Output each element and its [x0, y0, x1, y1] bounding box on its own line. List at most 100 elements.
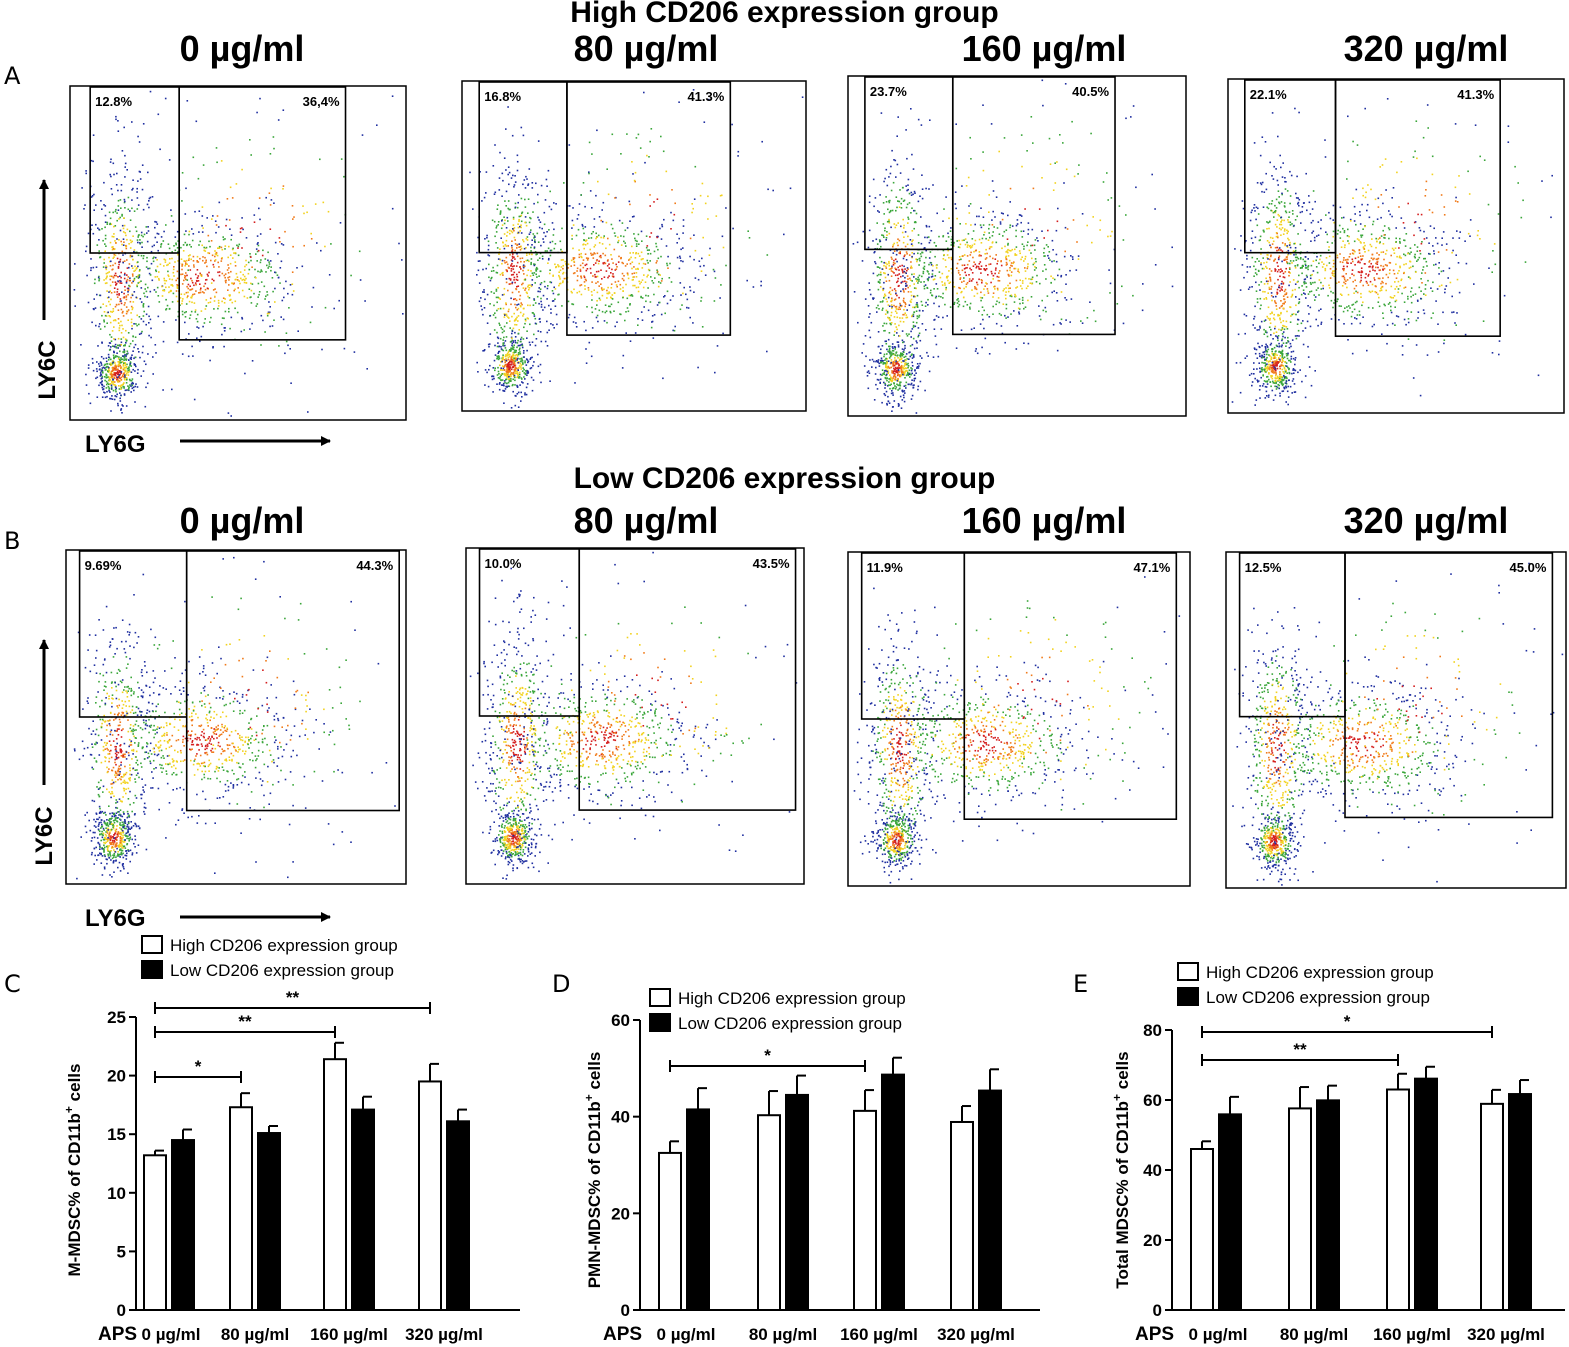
- significance-label: **: [1293, 1040, 1307, 1059]
- category-label: 80 µg/ml: [1280, 1325, 1348, 1344]
- y-tick-label: 25: [107, 1008, 126, 1027]
- category-label: 80 µg/ml: [749, 1325, 817, 1344]
- bar-low-cd206: [978, 1089, 1002, 1311]
- legend-label: Low CD206 expression group: [170, 961, 394, 980]
- flow-plot-a-0: 12.8% 36,4%: [69, 85, 407, 421]
- y-tick-label: 0: [117, 1301, 126, 1320]
- category-label: 0 µg/ml: [142, 1325, 201, 1344]
- category-label: 320 µg/ml: [937, 1325, 1015, 1344]
- bar-low-cd206: [1508, 1093, 1532, 1312]
- conc-label-b-3: 320 µg/ml: [1343, 500, 1509, 541]
- bar-high-cd206: [658, 1151, 682, 1311]
- gate-left-percent: 12.5%: [1245, 560, 1282, 575]
- flow-dots: [73, 90, 404, 417]
- legend-swatch-low: [649, 1013, 671, 1032]
- category-label: 0 µg/ml: [1189, 1325, 1248, 1344]
- y-axis-label: M-MDSC% of CD11b+ cells: [62, 1064, 84, 1277]
- significance-label: *: [195, 1057, 202, 1076]
- bar-low-cd206: [1218, 1113, 1242, 1311]
- flow-dots: [1231, 98, 1553, 406]
- flow-plot-frame: [461, 80, 807, 412]
- bar-high-cd206: [143, 1154, 167, 1312]
- gate-right-percent: 44.3%: [356, 558, 393, 573]
- gate-right-percent: 47.1%: [1133, 560, 1170, 575]
- flow-dots: [1232, 562, 1564, 886]
- legend-label: Low CD206 expression group: [1206, 988, 1430, 1007]
- y-tick-label: 20: [1143, 1231, 1162, 1250]
- category-label: 80 µg/ml: [221, 1325, 289, 1344]
- ly6c-axis-label: LY6C: [34, 340, 61, 399]
- conc-label-a-1: 80 µg/ml: [573, 28, 719, 69]
- significance-label: *: [764, 1046, 771, 1065]
- gate-right-percent: 45.0%: [1510, 560, 1547, 575]
- flow-dots: [469, 551, 798, 880]
- conc-label-a-3: 320 µg/ml: [1343, 28, 1509, 69]
- y-tick-label: 0: [621, 1301, 630, 1320]
- legend-label: High CD206 expression group: [1206, 963, 1434, 982]
- panel-letter-e: E: [1073, 970, 1089, 998]
- bar-charts-layer: 0 5 10 15 20 25 M-MDSC% of CD11b+ cells APS 0 µg…: [62, 935, 1565, 1345]
- category-label: 320 µg/ml: [1467, 1325, 1545, 1344]
- gate-left-percent: 10.0%: [485, 556, 522, 571]
- significance-label: **: [286, 988, 300, 1007]
- bar-low-cd206: [1316, 1099, 1340, 1311]
- significance-bracket: *: [1201, 1012, 1493, 1038]
- bar-low-cd206: [171, 1139, 195, 1312]
- bar-low-cd206: [881, 1073, 905, 1312]
- gate-right-percent: 43.5%: [753, 556, 790, 571]
- significance-bracket: **: [154, 988, 431, 1014]
- bar-low-cd206: [686, 1108, 710, 1311]
- conc-label-a-0: 0 µg/ml: [179, 28, 305, 69]
- flow-dots: [73, 556, 396, 880]
- bar-low-cd206: [446, 1120, 470, 1311]
- flow-dots: [853, 576, 1181, 884]
- legend-swatch-low: [141, 960, 163, 979]
- y-tick-label: 40: [1143, 1161, 1162, 1180]
- flow-plot-a-1: 16.8% 41.3%: [461, 80, 807, 412]
- gate-right-percent: 41.3%: [1457, 87, 1494, 102]
- pmn-mdsc-gate: [1344, 552, 1554, 819]
- flow-cytometry-layer: 12.8% 36,4% 16.8% 41.3% 23.7% 40.5% 22.1% 41.3%…: [31, 75, 1567, 932]
- bar-low-cd206: [785, 1093, 809, 1311]
- bar-chart-c: 0 5 10 15 20 25 M-MDSC% of CD11b+ cells APS 0 µg…: [62, 935, 520, 1345]
- flow-axis-b: LY6C LY6G: [31, 639, 331, 932]
- significance-label: *: [1344, 1012, 1351, 1031]
- bar-high-cd206: [418, 1080, 442, 1311]
- gate-left-percent: 16.8%: [484, 89, 521, 104]
- flow-plot-a-3: 22.1% 41.3%: [1227, 78, 1565, 414]
- category-label: 320 µg/ml: [405, 1325, 483, 1344]
- high-group-title: High CD206 expression group: [570, 0, 999, 29]
- gate-right-percent: 41.3%: [687, 89, 724, 104]
- bar-high-cd206: [950, 1120, 974, 1311]
- conc-label-b-0: 0 µg/ml: [179, 500, 305, 541]
- y-tick-label: 10: [107, 1184, 126, 1203]
- conc-label-a-2: 160 µg/ml: [961, 28, 1127, 69]
- bar-high-cd206: [853, 1109, 877, 1312]
- low-group-title: Low CD206 expression group: [573, 462, 996, 495]
- category-label: 160 µg/ml: [840, 1325, 918, 1344]
- bar-low-cd206: [257, 1132, 281, 1311]
- bar-high-cd206: [229, 1106, 253, 1312]
- x-axis-label: APS: [603, 1324, 642, 1345]
- legend-swatch-high: [649, 988, 671, 1007]
- category-label: 160 µg/ml: [310, 1325, 388, 1344]
- x-axis-label: APS: [98, 1324, 137, 1345]
- flow-dots: [852, 79, 1174, 414]
- chart-legend: High CD206 expression group Low CD206 exp…: [1177, 962, 1434, 1007]
- chart-legend: High CD206 expression group Low CD206 exp…: [649, 988, 906, 1033]
- pmn-mdsc-gate: [963, 552, 1178, 821]
- pmn-mdsc-gate: [185, 550, 400, 812]
- pmn-mdsc-gate: [1334, 79, 1501, 337]
- pmn-mdsc-gate: [178, 86, 347, 341]
- flow-plot-frame: [1227, 78, 1565, 414]
- bar-high-cd206: [1190, 1148, 1214, 1311]
- significance-bracket: *: [154, 1057, 242, 1083]
- ly6g-axis-label: LY6G: [85, 431, 145, 458]
- legend-label: High CD206 expression group: [170, 936, 398, 955]
- bar-chart-e: 0 20 40 60 80 Total MDSC% of CD11b+ cells APS 0…: [1110, 962, 1565, 1345]
- flow-axis-a: LY6C LY6G: [34, 179, 331, 458]
- legend-swatch-high: [141, 935, 163, 954]
- significance-bracket: **: [154, 1012, 336, 1038]
- ly6g-axis-label: LY6G: [85, 905, 145, 932]
